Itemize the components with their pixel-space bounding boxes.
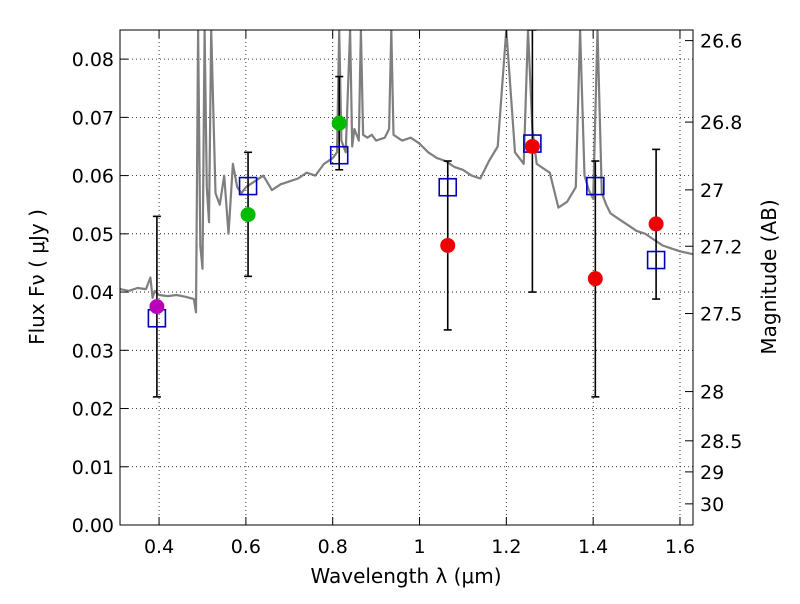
y2-axis-label: Magnitude (AB) — [757, 199, 781, 354]
y-tick-label: 0.02 — [72, 399, 114, 421]
y2-tick-label: 27 — [700, 180, 724, 202]
model-flux-box — [329, 145, 349, 165]
model-flux-box — [238, 176, 258, 196]
y2-tick-label: 27.5 — [700, 304, 742, 326]
y2-tick-label: 26.8 — [700, 112, 742, 134]
x-tick-label: 0.4 — [144, 536, 174, 558]
measured-flux-point — [648, 216, 664, 232]
y-tick-label: 0.00 — [72, 515, 114, 537]
y2-tick-label: 27.2 — [700, 236, 742, 258]
measured-flux-point — [240, 207, 256, 223]
x-tick-label: 1 — [413, 536, 425, 558]
model-flux-box — [586, 176, 605, 196]
y-tick-label: 0.05 — [72, 224, 114, 246]
measured-flux-point — [440, 237, 456, 253]
y2-tick-label: 30 — [700, 494, 724, 516]
y2-tick-label: 26.6 — [700, 31, 742, 53]
x-tick-label: 1.4 — [578, 536, 608, 558]
model-flux-box — [646, 250, 666, 270]
measured-flux-point — [524, 138, 540, 154]
ticks: 0.4 0.6 0.8 1 1.2 1.4 1.6 0.00 0.01 0.02 0.03 0.04 0… — [72, 30, 742, 558]
y-tick-label: 0.06 — [72, 166, 114, 188]
y-tick-label: 0.01 — [72, 457, 114, 479]
y-tick-label: 0.03 — [72, 340, 114, 362]
x-axis-label: Wavelength λ (μm) — [310, 564, 501, 588]
y-tick-label: 0.08 — [72, 49, 114, 71]
x-tick-label: 0.8 — [318, 536, 348, 558]
x-tick-label: 0.6 — [231, 536, 261, 558]
measured-flux-point — [587, 271, 603, 287]
y2-tick-label: 28 — [700, 382, 724, 404]
model-spectrum-layer — [120, 30, 693, 314]
grid — [120, 30, 693, 526]
x-tick-label: 1.2 — [491, 536, 521, 558]
model-flux-box — [438, 177, 458, 197]
points-layer — [147, 30, 666, 398]
measured-flux-point — [149, 299, 165, 315]
y-axis-label: Flux Fν ( μJy ) — [25, 209, 49, 345]
y-tick-label: 0.04 — [72, 282, 114, 304]
model-spectrum-line — [120, 30, 693, 314]
y2-tick-label: 29 — [700, 462, 724, 484]
y2-tick-label: 28.5 — [700, 431, 742, 453]
y-tick-label: 0.07 — [72, 107, 114, 129]
plot-frame — [119, 29, 694, 526]
measured-flux-point — [331, 115, 347, 131]
x-tick-label: 1.6 — [665, 536, 695, 558]
